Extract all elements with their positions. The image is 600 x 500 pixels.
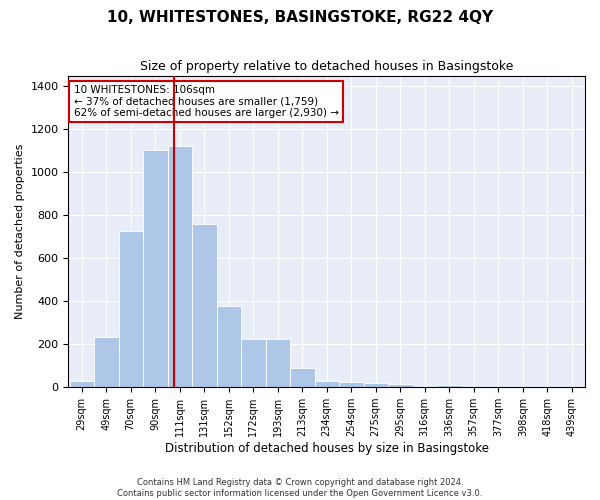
Bar [437,385,462,387]
Bar [315,381,338,387]
Bar [70,381,94,387]
Bar [388,384,413,387]
Bar [191,224,217,387]
Text: Contains HM Land Registry data © Crown copyright and database right 2024.
Contai: Contains HM Land Registry data © Crown c… [118,478,482,498]
Bar [364,383,388,387]
Bar [266,339,290,387]
Bar [143,150,167,387]
Title: Size of property relative to detached houses in Basingstoke: Size of property relative to detached ho… [140,60,514,73]
Bar [167,146,191,387]
Text: 10 WHITESTONES: 106sqm
← 37% of detached houses are smaller (1,759)
62% of semi-: 10 WHITESTONES: 106sqm ← 37% of detached… [74,85,338,118]
Bar [290,368,315,387]
Text: 10, WHITESTONES, BASINGSTOKE, RG22 4QY: 10, WHITESTONES, BASINGSTOKE, RG22 4QY [107,10,493,25]
X-axis label: Distribution of detached houses by size in Basingstoke: Distribution of detached houses by size … [165,442,489,455]
Bar [338,382,364,387]
Bar [94,336,119,387]
Bar [217,306,241,387]
Y-axis label: Number of detached properties: Number of detached properties [15,144,25,319]
Bar [119,232,143,387]
Bar [241,339,266,387]
